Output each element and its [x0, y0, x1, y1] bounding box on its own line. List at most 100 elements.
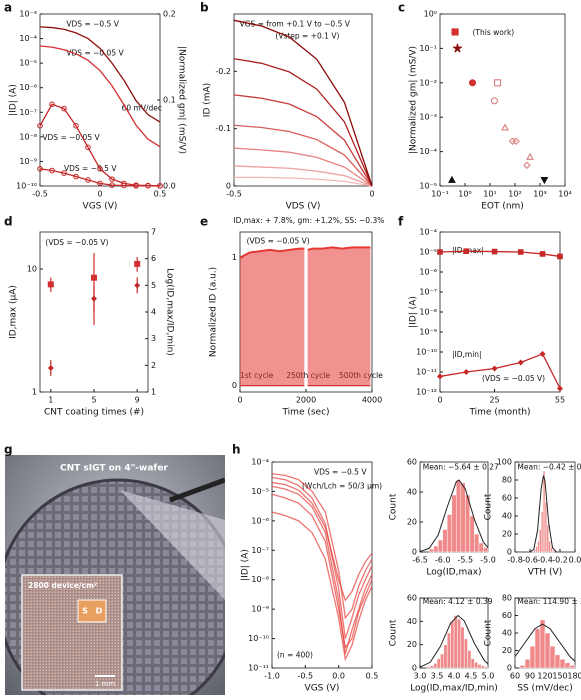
series-line [39, 45, 161, 148]
y-tick-label: 10⁻¹² [416, 388, 437, 397]
x-axis-label: VTH (V) [528, 568, 562, 578]
y-tick-label: 10⁰ [424, 10, 437, 19]
marker [49, 101, 55, 108]
y-tick-label: 10⁻⁴ [419, 147, 437, 156]
hist-bar [467, 650, 472, 669]
y-tick-label: 10⁻¹⁰ [248, 634, 269, 643]
y-tick-label: 80 [502, 476, 512, 485]
y-tick-label: 40 [407, 617, 417, 626]
marker [97, 166, 103, 172]
hist-bar [531, 550, 534, 553]
inset-micrograph [21, 574, 123, 691]
y-tick-label: 20 [502, 646, 512, 655]
y-tick-label: 40 [502, 512, 512, 521]
y-tick-label: 10⁻¹ [419, 44, 437, 53]
x-tick-label: 5 [91, 396, 96, 405]
point [493, 79, 502, 87]
y2-tick-label: 6 [151, 254, 156, 263]
hist-bar [484, 666, 489, 669]
y-tick-label: 10⁻¹⁰ [16, 182, 37, 191]
hist-bar [544, 632, 551, 669]
y-axis-label: Count [484, 493, 494, 520]
y-tick-label: 80 [502, 594, 512, 603]
x-tick-label: 60 [510, 672, 520, 681]
hist-bar [453, 615, 458, 669]
marker [463, 368, 470, 376]
annotation: (Wch/Lch = 50/3 µm) [302, 482, 382, 491]
hist-bar [564, 662, 571, 669]
marker [557, 253, 563, 260]
y-tick-label: 10⁻⁹ [251, 605, 269, 614]
x-tick-label: 4.5 [465, 672, 478, 681]
x-axis-label: EOT (nm) [481, 202, 524, 212]
x-tick-label: 10¹ [483, 190, 496, 199]
series-line [233, 124, 373, 187]
annotation: Mean: −5.64 ± 0.27 [423, 462, 499, 471]
x-tick-label: 3.0 [414, 672, 427, 681]
x-tick-label: 1 [48, 396, 53, 405]
marker [73, 123, 79, 129]
hist-bar [433, 663, 438, 669]
hist-bar [474, 533, 480, 553]
hist-bar [437, 539, 443, 553]
x-tick-label: 0.5 [154, 190, 167, 199]
series-line [233, 58, 373, 187]
y-tick-label: 10⁻⁷ [19, 108, 37, 117]
x-tick-label: 4000 [362, 396, 382, 405]
point [452, 43, 463, 53]
y-axis-label: |Normalized gm| (mS/V) [409, 46, 419, 154]
y-tick-label: 10⁻⁶ [19, 83, 37, 92]
hist-bar [535, 546, 538, 553]
point [468, 79, 477, 87]
y-tick-label: 10⁻¹⁰ [416, 348, 437, 357]
y-axis-label: ID (mA) [203, 83, 213, 117]
marker [157, 183, 163, 189]
hist-bar [457, 618, 462, 669]
scale-label: 1 mm [95, 680, 115, 688]
y-tick-label: 1 [232, 253, 237, 262]
x-tick-label: -0.6 [522, 556, 538, 565]
point [523, 161, 531, 170]
x-tick-label: 0 [369, 190, 374, 199]
point [512, 137, 520, 146]
hist-bar [559, 659, 566, 669]
y-tick-label: 10⁻¹¹ [248, 664, 269, 673]
hist-bar [446, 632, 451, 669]
y-tick-label: 60 [407, 594, 417, 603]
y-tick-label: 10⁻⁶ [251, 516, 269, 525]
y-tick-label: 10 [27, 265, 37, 274]
marker [37, 166, 43, 172]
annotation: VGS = from +0.1 V to −0.5 V [240, 19, 351, 28]
plot-frame [439, 13, 566, 187]
x-tick-label: 5.0 [482, 672, 495, 681]
marker [463, 248, 469, 254]
x-axis-label: SS (mV/dec) [517, 684, 572, 694]
series-line [233, 19, 373, 187]
y-tick-label: 10⁻⁴ [19, 34, 37, 43]
marker [61, 170, 67, 176]
hist-bar [544, 502, 548, 553]
y2-tick-label: 1 [151, 388, 156, 397]
y-axis-label: Count [389, 619, 399, 646]
x-tick-label: 0 [97, 190, 102, 199]
marker [109, 182, 115, 188]
point [47, 281, 54, 288]
x-tick-label: 55 [555, 396, 565, 405]
point [540, 176, 549, 185]
x-tick-label: -1.0 [264, 672, 280, 681]
annotation: (Vstep = +0.1 V) [275, 31, 339, 40]
y2-tick-label: 0.1 [163, 96, 176, 105]
point [501, 123, 509, 131]
x-axis-label: Time (sec) [281, 408, 329, 418]
series-line [39, 26, 161, 123]
series-line [234, 176, 373, 187]
hist-bar [442, 529, 448, 553]
y2-tick-label: 7 [151, 228, 156, 237]
x-tick-label: 180 [567, 672, 581, 681]
drain-label: D [96, 607, 103, 616]
y-tick-label: 0 [507, 548, 512, 557]
series-line [439, 250, 561, 258]
x-axis-label: VGS (V) [305, 684, 340, 694]
hist-bar [463, 638, 468, 669]
